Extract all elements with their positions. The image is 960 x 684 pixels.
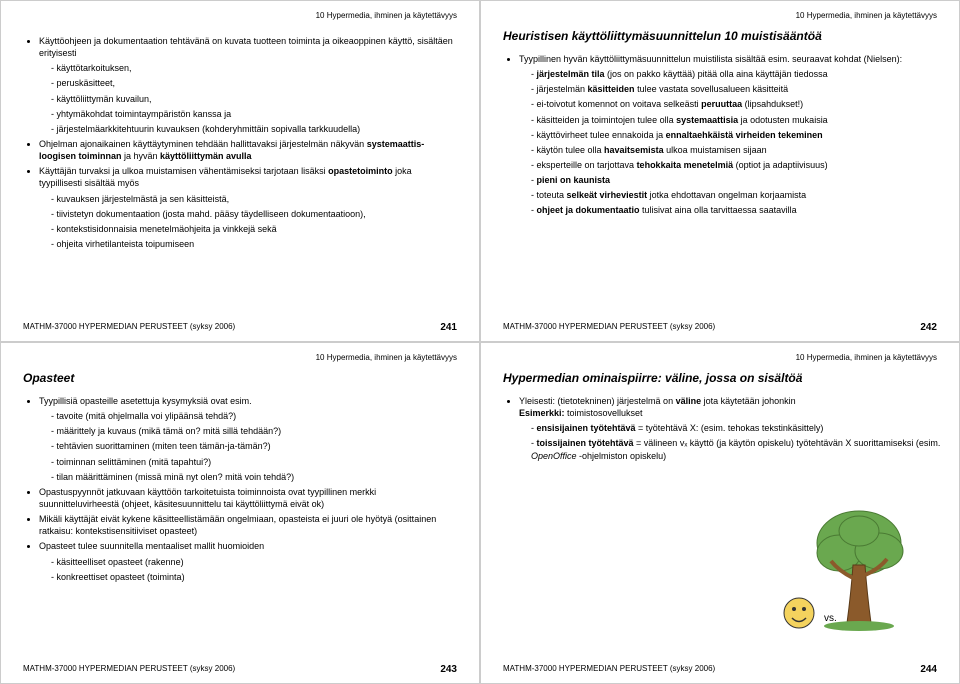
bullet-list: Yleisesti: (tietotekninen) järjestelmä o…	[503, 395, 949, 462]
vs-label: vs.	[824, 613, 837, 624]
page-footer: MATHM-37000 HYPERMEDIAN PERUSTEET (syksy…	[503, 322, 937, 333]
slide-241: 10 Hypermedia, ihminen ja käytettävyys K…	[0, 0, 480, 342]
bullet: Tyypillinen hyvän käyttöliittymäsuunnitt…	[519, 53, 937, 65]
sub-bullet: kuvauksen järjestelmästä ja sen käsittei…	[51, 193, 457, 205]
sub-bullet: järjestelmäarkkitehtuurin kuvauksen (koh…	[51, 123, 457, 135]
slide-title: Hypermedian ominaispiirre: väline, jossa…	[503, 371, 937, 385]
sub-bullet: käsitteelliset opasteet (rakenne)	[51, 556, 457, 568]
sub-bullet: käsitteiden ja toimintojen tulee olla sy…	[531, 114, 937, 126]
sub-bullet: tehtävien suorittaminen (miten teen tämä…	[51, 440, 457, 452]
sub-bullet: toiminnan selittäminen (mitä tapahtui?)	[51, 456, 457, 468]
sub-bullet: määrittely ja kuvaus (mikä tämä on? mitä…	[51, 425, 457, 437]
sub-bullet: tilan määrittäminen (missä minä nyt olen…	[51, 471, 457, 483]
sub-bullet: tavoite (mitä ohjelmalla voi ylipäänsä t…	[51, 410, 457, 422]
bullet: Tyypillisiä opasteille asetettuja kysymy…	[39, 395, 457, 407]
slide-243: 10 Hypermedia, ihminen ja käytettävyys O…	[0, 342, 480, 684]
bullet: Opasteet tulee suunnitella mentaaliset m…	[39, 540, 457, 552]
bullet: Ohjelman ajonaikainen käyttäytyminen teh…	[39, 138, 457, 162]
slide-title: Heuristisen käyttöliittymäsuunnittelun 1…	[503, 29, 937, 43]
bullet-list: Tyypillisiä opasteille asetettuja kysymy…	[23, 395, 457, 583]
sub-bullet: eksperteille on tarjottava tehokkaita me…	[531, 159, 937, 171]
page-header: 10 Hypermedia, ihminen ja käytettävyys	[316, 353, 457, 362]
sub-bullet: käyttötarkoituksen,	[51, 62, 457, 74]
sub-bullet: yhtymäkohdat toimintaympäristön kanssa j…	[51, 108, 457, 120]
slide-242: 10 Hypermedia, ihminen ja käytettävyys H…	[480, 0, 960, 342]
page-header: 10 Hypermedia, ihminen ja käytettävyys	[316, 11, 457, 20]
page-number: 242	[920, 322, 937, 333]
sub-bullet: järjestelmän tila (jos on pakko käyttää)…	[531, 68, 937, 80]
page-header: 10 Hypermedia, ihminen ja käytettävyys	[796, 353, 937, 362]
bullet: Opastuspyynnöt jatkuvaan käyttöön tarkoi…	[39, 486, 457, 510]
bullet: Käyttöohjeen ja dokumentaation tehtävänä…	[39, 35, 457, 59]
sub-bullet: ensisijainen työtehtävä = työtehtävä X: …	[531, 422, 949, 434]
sub-bullet: pieni on kaunista	[531, 174, 937, 186]
sub-bullet: toteuta selkeät virheviestit jotka ehdot…	[531, 189, 937, 201]
bullet-list: Käyttöohjeen ja dokumentaation tehtävänä…	[23, 35, 457, 250]
sub-bullet: konkreettiset opasteet (toiminta)	[51, 571, 457, 583]
sub-bullet: kontekstisidonnaisia menetelmäohjeita ja…	[51, 223, 457, 235]
sub-bullet: käytön tulee olla havaitsemista ulkoa mu…	[531, 144, 937, 156]
page-number: 244	[920, 664, 937, 675]
sub-bullet: ei-toivotut komennot on voitava selkeäst…	[531, 98, 937, 110]
bullet: Yleisesti: (tietotekninen) järjestelmä o…	[519, 395, 949, 419]
page-footer: MATHM-37000 HYPERMEDIAN PERUSTEET (syksy…	[23, 664, 457, 675]
sub-bullet: toissijainen työtehtävä = välineen vₓ kä…	[531, 437, 949, 461]
tree-illustration: vs.	[769, 503, 929, 643]
bullet: Mikäli käyttäjät eivät kykene käsitteell…	[39, 513, 457, 537]
sub-bullet: ohjeet ja dokumentaatio tulisivat aina o…	[531, 204, 937, 216]
page-footer: MATHM-37000 HYPERMEDIAN PERUSTEET (syksy…	[503, 664, 937, 675]
slide-244: 10 Hypermedia, ihminen ja käytettävyys H…	[480, 342, 960, 684]
sub-bullet: tiivistetyn dokumentaation (josta mahd. …	[51, 208, 457, 220]
sub-bullet: ohjeita virhetilanteista toipumiseen	[51, 238, 457, 250]
page-footer: MATHM-37000 HYPERMEDIAN PERUSTEET (syksy…	[23, 322, 457, 333]
sub-bullet: peruskäsitteet,	[51, 77, 457, 89]
sub-bullet: järjestelmän käsitteiden tulee vastata s…	[531, 83, 937, 95]
slide-title: Opasteet	[23, 371, 457, 385]
bullet-list: Tyypillinen hyvän käyttöliittymäsuunnitt…	[503, 53, 937, 217]
sub-bullet: käyttöliittymän kuvailun,	[51, 93, 457, 105]
page-header: 10 Hypermedia, ihminen ja käytettävyys	[796, 11, 937, 20]
page-number: 241	[440, 322, 457, 333]
page-number: 243	[440, 664, 457, 675]
bullet: Käyttäjän turvaksi ja ulkoa muistamisen …	[39, 165, 457, 189]
sub-bullet: käyttövirheet tulee ennakoida ja ennalta…	[531, 129, 937, 141]
